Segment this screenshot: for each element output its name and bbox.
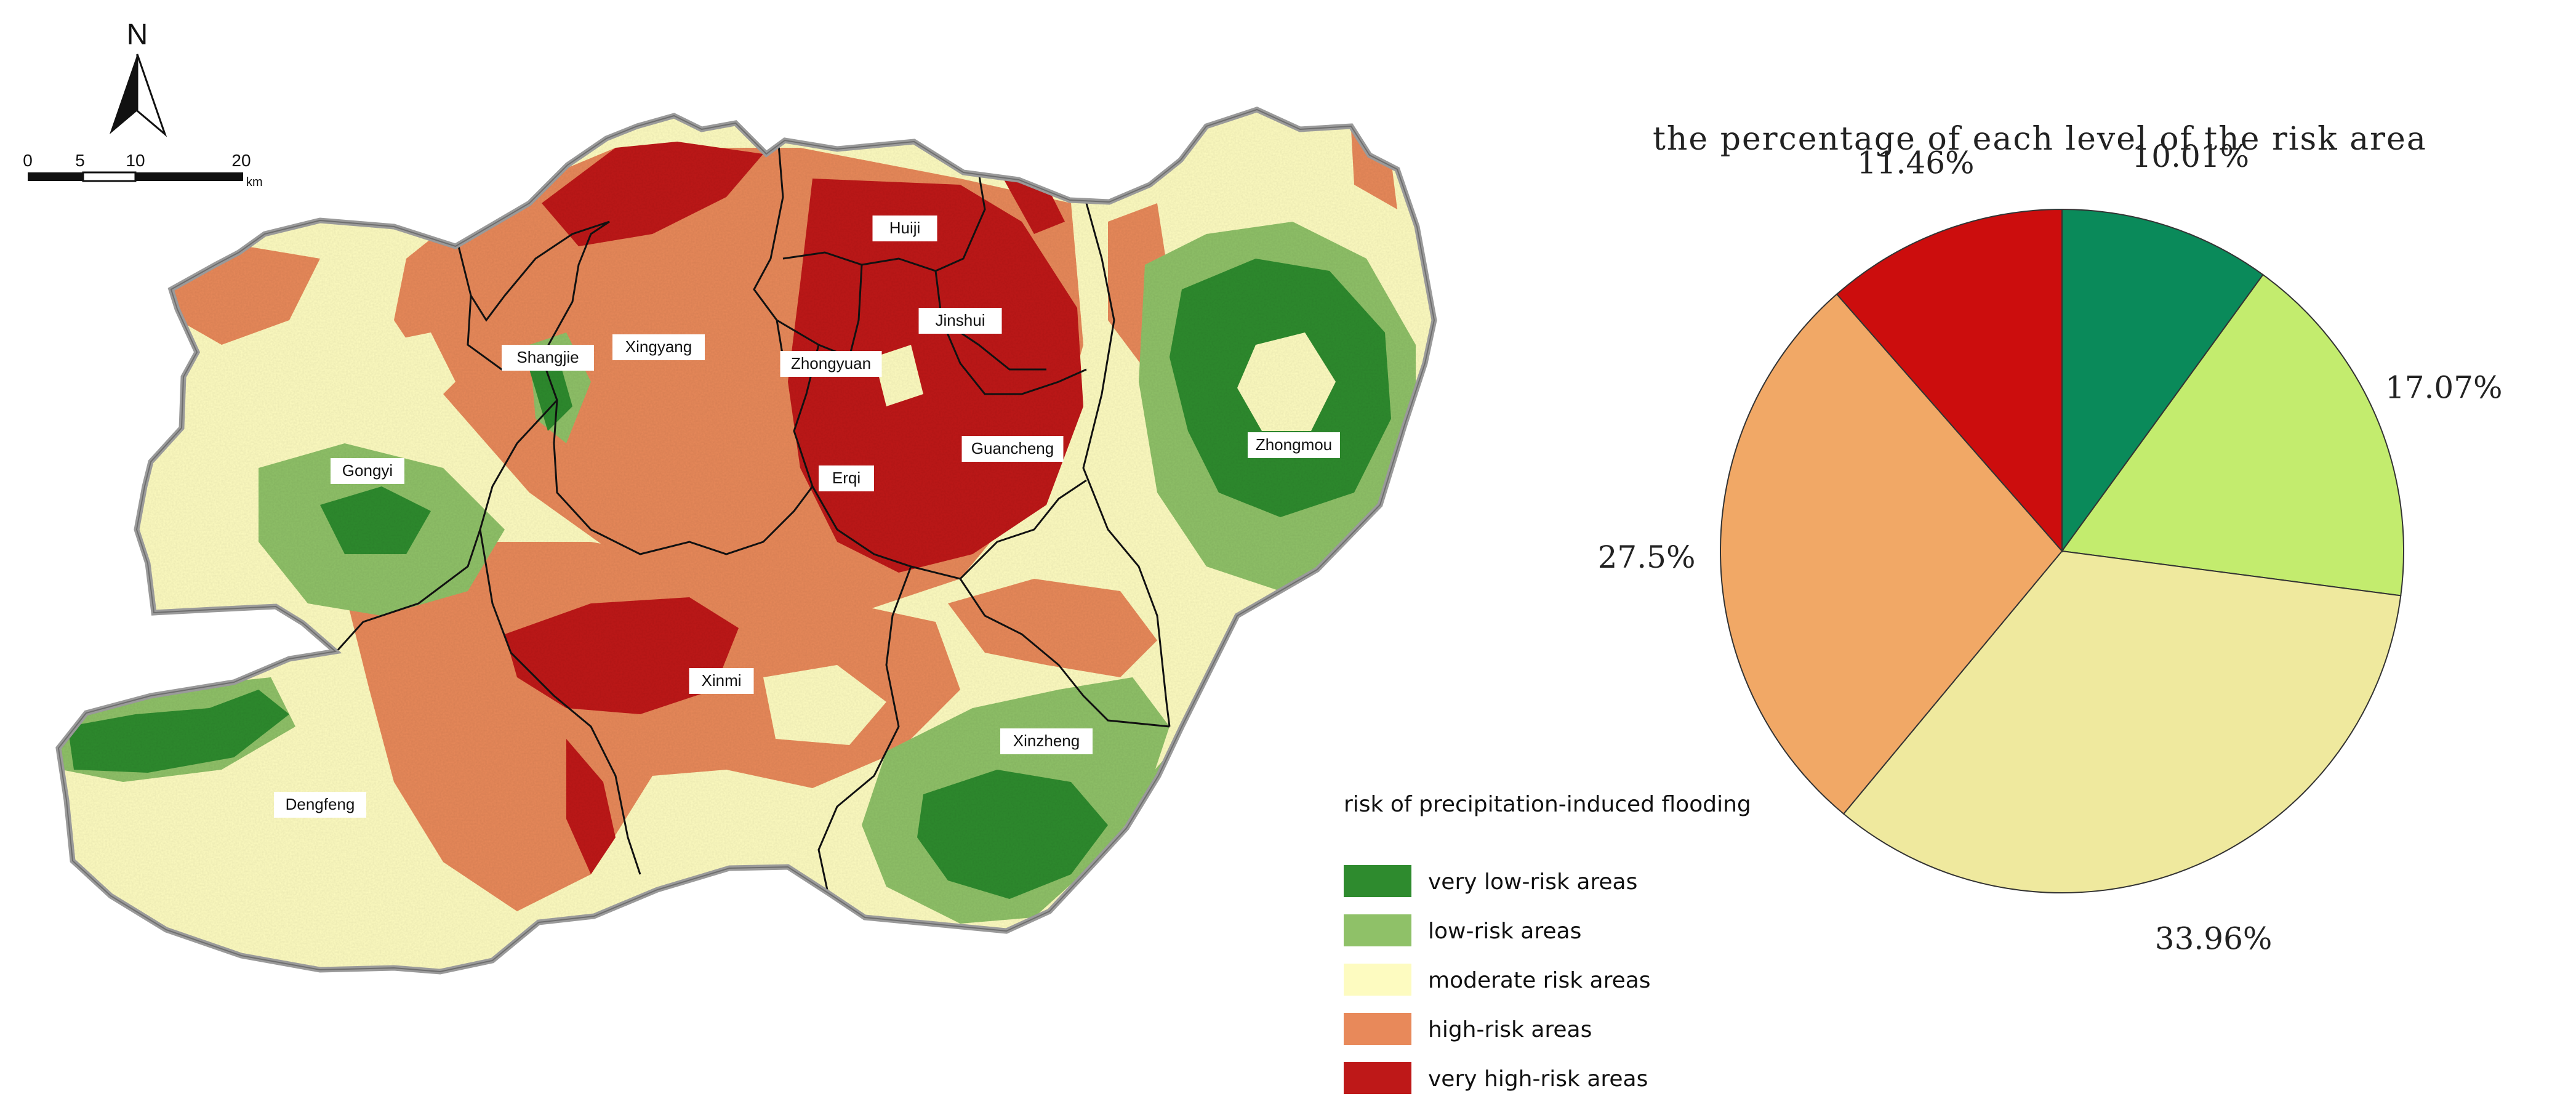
legend-item-very-high-risk-areas: very high-risk areas [1344,1062,1648,1094]
legend-title: risk of precipitation-induced flooding [1344,792,1751,817]
district-label-xinzheng: Xinzheng [1000,728,1093,754]
scale-unit: km [246,175,263,189]
district-label-gongyi: Gongyi [331,458,404,484]
district-label-zhongmou: Zhongmou [1248,432,1340,458]
legend-swatch [1344,964,1411,996]
pie-label-3: 27.5% [1598,539,1696,575]
pie-slice-2 [1842,550,2402,893]
district-name: Gongyi [342,461,393,480]
legend-label: low-risk areas [1428,919,1581,944]
scale-tick-20: 20 [231,151,251,170]
district-name: Erqi [832,469,861,487]
district-boundaries [334,144,1171,893]
pie-chart: the percentage of each level of the risk… [1598,121,2503,957]
legend-item-moderate-risk-areas: moderate risk areas [1344,964,1651,996]
legend-item-low-risk-areas: low-risk areas [1344,914,1581,946]
district-name: Xinmi [701,671,741,690]
north-arrow-icon [110,54,137,134]
district-label-box [502,345,594,371]
legend-label: very low-risk areas [1428,869,1637,895]
district-labels: Huiji Jinshui Shangjie Xingyang Zhongyuan Gua… [274,216,1340,818]
legend-label: high-risk areas [1428,1017,1592,1042]
raster-grain [58,110,1434,972]
pie-labels: 10.01% 17.07% 33.96% 27.5% 11.46% [1598,139,2503,956]
scale-tick-0: 0 [23,151,33,170]
pie-label-1: 17.07% [2385,370,2503,406]
district-label-xingyang: Xingyang [612,334,705,360]
pie-label-0: 10.01% [2132,139,2249,174]
risk-map [0,92,1477,1016]
district-name: Xingyang [625,337,692,356]
district-label-box [961,436,1064,462]
legend: risk of precipitation-induced flooding v… [1344,792,1751,1094]
district-label-zhongyuan: Zhongyuan [780,351,882,377]
district-name: Shangjie [516,348,579,366]
district-label-box [918,308,1002,334]
scale-bar: 0 5 10 20 km [23,151,262,189]
district-label-huiji: Huiji [872,216,937,241]
pie-slices [1720,208,2404,893]
legend-items: very low-risk areas low-risk areas moderat… [1344,865,1651,1094]
scale-tick-10: 10 [126,151,145,170]
legend-swatch [1344,1062,1411,1094]
district-label-box [1248,432,1340,458]
district-label-box [331,458,404,484]
pie-slice-0 [2061,208,2264,554]
district-label-box [612,334,705,360]
legend-item-high-risk-areas: high-risk areas [1344,1013,1592,1045]
pie-title: the percentage of each level of the risk… [1653,121,2427,158]
district-label-xinmi: Xinmi [689,668,754,694]
district-label-dengfeng: Dengfeng [274,792,366,818]
north-arrow-label: N [127,18,148,51]
district-label-jinshui: Jinshui [918,308,1002,334]
district-name: Xinzheng [1013,731,1080,750]
district-label-erqi: Erqi [819,465,874,491]
district-name: Zhongmou [1256,435,1332,454]
district-name: Guancheng [971,439,1054,457]
district-label-box [780,351,882,377]
district-name: Jinshui [936,311,985,329]
district-label-box [872,216,937,241]
scale-tick-5: 5 [75,151,85,170]
legend-item-very-low-risk-areas: very low-risk areas [1344,865,1637,897]
pie-label-2: 33.96% [2155,921,2273,957]
north-arrow: N [110,18,167,137]
district-label-box [689,668,754,694]
legend-label: very high-risk areas [1428,1066,1648,1092]
legend-swatch [1344,914,1411,946]
district-label-box [274,792,366,818]
pie-slice-1 [2061,273,2404,597]
pie-slice-3 [1720,293,2063,815]
district-label-box [1000,728,1093,754]
legend-swatch [1344,1013,1411,1045]
district-name: Zhongyuan [791,354,871,373]
pie-label-4: 11.46% [1857,145,1975,180]
legend-swatch [1344,865,1411,897]
legend-label: moderate risk areas [1428,968,1651,993]
district-label-guancheng: Guancheng [961,436,1064,462]
district-name: Huiji [889,219,921,237]
district-label-box [819,465,874,491]
pie-slice-4 [1836,208,2063,553]
district-label-shangjie: Shangjie [502,345,594,371]
district-name: Dengfeng [286,795,355,813]
